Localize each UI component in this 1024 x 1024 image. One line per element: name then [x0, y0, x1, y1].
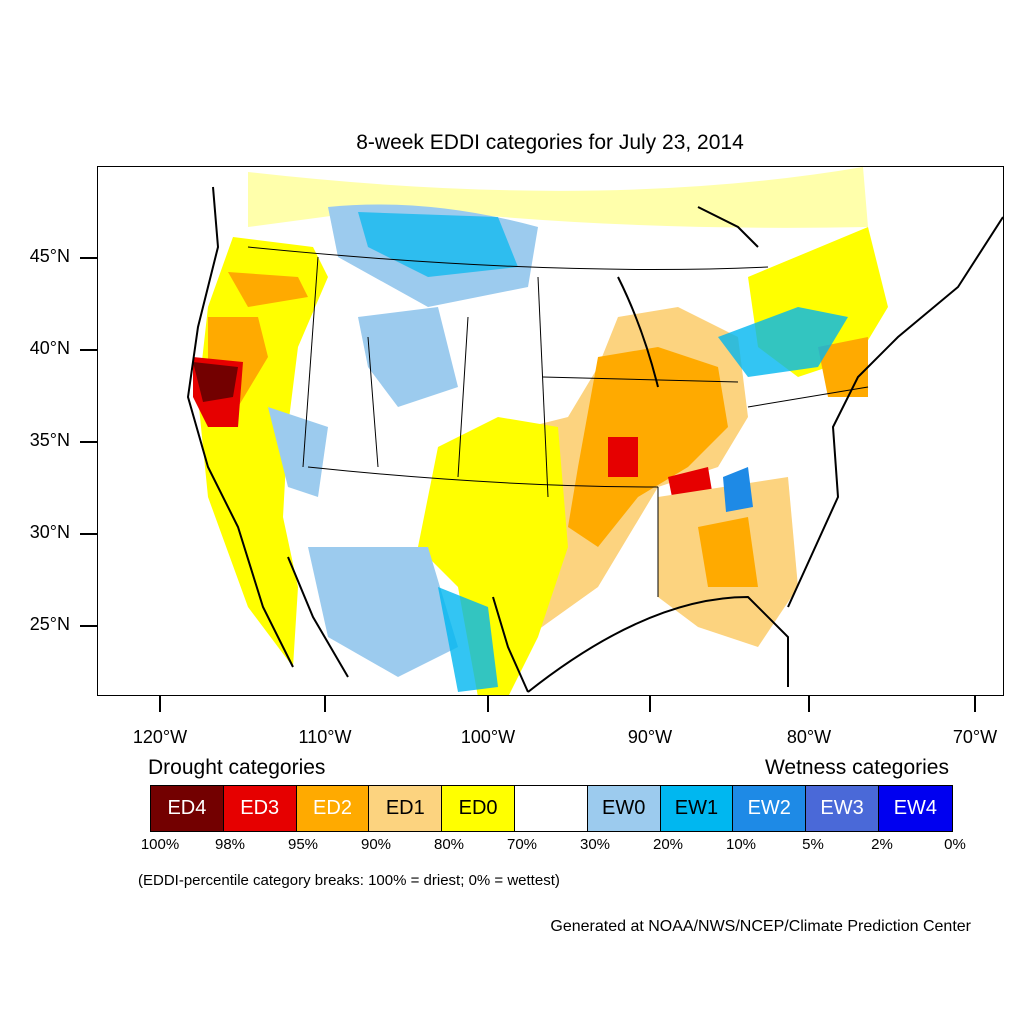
- legend-ew2-label: EW2: [747, 797, 791, 819]
- legend-pct-80: 80%: [433, 836, 465, 853]
- lon-label-80: 80°W: [786, 727, 832, 747]
- lon-label-110: 110°W: [298, 727, 352, 747]
- lat-tick: [80, 257, 97, 259]
- legend-neutral: [514, 786, 588, 831]
- legend-ed0: ED0: [442, 786, 515, 831]
- legend-ed0-label: ED0: [458, 797, 498, 819]
- drought-categories-heading: Drought categories: [148, 756, 326, 779]
- lon-label-100: 100°W: [460, 727, 516, 747]
- legend-ed1: ED1: [369, 786, 443, 831]
- lat-tick: [80, 349, 97, 351]
- map-plot-area: [97, 166, 1004, 696]
- legend-color-bar: ED4 ED3 ED2 ED1 ED0 EW0 EW1 EW2 EW3 EW4: [150, 785, 953, 832]
- legend-ew1-label: EW1: [674, 797, 719, 819]
- legend-pct-2: 2%: [871, 836, 893, 853]
- legend-ed4: ED4: [151, 786, 224, 831]
- legend-pct-70: 70%: [506, 836, 538, 853]
- lat-label-35: 35°N: [29, 430, 70, 450]
- lon-tick: [974, 696, 976, 712]
- legend-ew1: EW1: [660, 786, 734, 831]
- legend-ed4-label: ED4: [167, 797, 207, 819]
- lon-tick: [324, 696, 326, 712]
- legend-ed3-label: ED3: [240, 797, 280, 819]
- lon-tick: [159, 696, 161, 712]
- lat-tick: [80, 625, 97, 627]
- lon-label-70: 70°W: [952, 727, 998, 747]
- legend-ew0: EW0: [587, 786, 661, 831]
- legend-ed1-label: ED1: [385, 797, 425, 819]
- legend-ed2-label: ED2: [313, 797, 352, 819]
- eddi-map: [186, 167, 1003, 695]
- map-title: 8-week EDDI categories for July 23, 2014: [356, 131, 744, 154]
- lat-label-30: 30°N: [29, 522, 70, 542]
- lat-tick: [80, 441, 97, 443]
- lon-label-90: 90°W: [627, 727, 673, 747]
- legend-pct-95: 95%: [287, 836, 319, 853]
- legend-ew2: EW2: [733, 786, 807, 831]
- lon-tick: [649, 696, 651, 712]
- legend-ed3: ED3: [223, 786, 297, 831]
- legend-pct-30: 30%: [579, 836, 611, 853]
- lat-label-45: 45°N: [29, 246, 70, 266]
- lon-tick: [487, 696, 489, 712]
- credit-line: Generated at NOAA/NWS/NCEP/Climate Predi…: [550, 918, 971, 935]
- lat-label-25: 25°N: [29, 614, 70, 634]
- legend-pct-10: 10%: [725, 836, 757, 853]
- legend-ew3-label: EW3: [820, 797, 864, 819]
- legend-pct-5: 5%: [802, 836, 824, 853]
- legend-ew4-label: EW4: [893, 797, 938, 819]
- lat-tick: [80, 533, 97, 535]
- legend-pct-98: 98%: [214, 836, 246, 853]
- legend-pct-0: 0%: [944, 836, 966, 853]
- legend-pct-90: 90%: [360, 836, 392, 853]
- lat-label-40: 40°N: [29, 338, 70, 358]
- legend-ew0-label: EW0: [602, 797, 646, 819]
- breaks-note: (EDDI-percentile category breaks: 100% =…: [138, 872, 560, 889]
- legend-ew3: EW3: [806, 786, 879, 831]
- legend-pct-100: 100%: [140, 836, 180, 853]
- legend-pct-20: 20%: [652, 836, 684, 853]
- wetness-categories-heading: Wetness categories: [764, 756, 949, 779]
- lon-tick: [808, 696, 810, 712]
- legend-ed2: ED2: [296, 786, 370, 831]
- lon-label-120: 120°W: [132, 727, 188, 747]
- legend-ew4: EW4: [878, 786, 952, 831]
